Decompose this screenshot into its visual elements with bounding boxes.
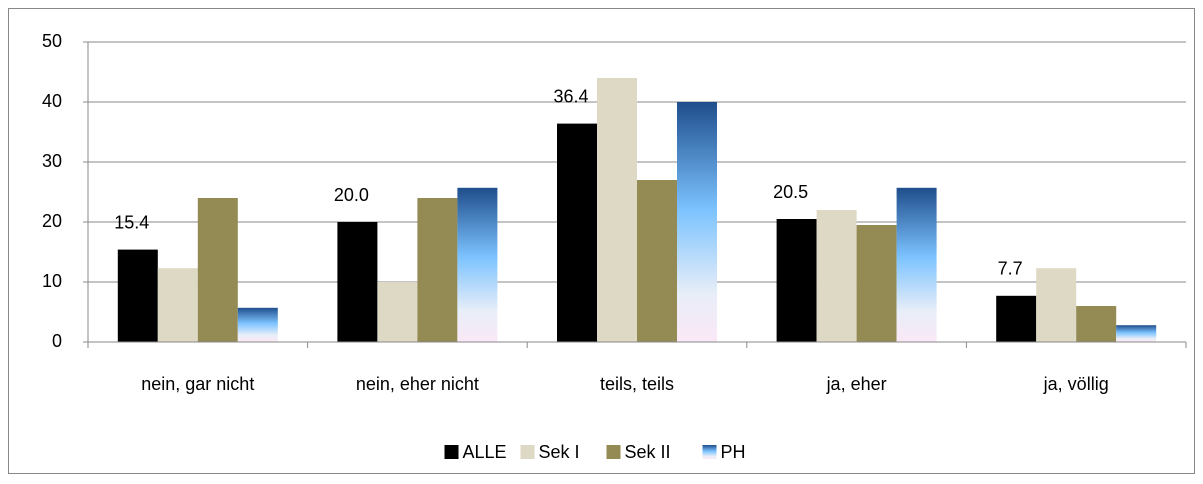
x-tick-label: nein, gar nicht <box>141 374 254 394</box>
bar <box>816 210 857 342</box>
data-label: 20.5 <box>773 182 808 202</box>
bar <box>896 187 937 342</box>
y-tick-label: 50 <box>42 31 62 51</box>
bar <box>457 187 498 342</box>
y-tick-label: 0 <box>52 331 62 351</box>
y-tick-label: 10 <box>42 271 62 291</box>
y-tick-label: 20 <box>42 211 62 231</box>
bar <box>1076 306 1117 342</box>
x-tick-label: nein, eher nicht <box>356 374 479 394</box>
y-tick-label: 30 <box>42 151 62 171</box>
data-label: 7.7 <box>998 259 1023 279</box>
x-tick-label: ja, eher <box>826 374 887 394</box>
bar <box>1036 268 1077 342</box>
legend-label: PH <box>721 442 746 462</box>
y-tick-label: 40 <box>42 91 62 111</box>
bar <box>377 282 418 342</box>
bar <box>417 198 458 342</box>
data-label: 15.4 <box>114 212 149 232</box>
bar <box>197 198 238 342</box>
bar <box>856 225 897 342</box>
bar <box>637 180 677 342</box>
bar <box>557 123 597 342</box>
bar <box>776 219 817 342</box>
data-label: 20.0 <box>334 185 369 205</box>
bar <box>1116 325 1157 342</box>
bar <box>157 268 198 342</box>
legend-swatch <box>520 445 535 459</box>
bar <box>597 78 637 342</box>
bar <box>677 102 717 342</box>
bar <box>237 307 278 342</box>
legend-swatch <box>444 445 459 459</box>
legend-swatch <box>702 445 717 459</box>
legend-label: Sek II <box>625 442 671 462</box>
bar <box>337 222 378 342</box>
legend-label: Sek I <box>539 442 580 462</box>
legend-swatch <box>606 445 621 459</box>
data-label: 36.4 <box>553 86 588 106</box>
x-tick-label: ja, völlig <box>1043 374 1109 394</box>
bar <box>117 249 158 342</box>
legend-label: ALLE <box>463 442 507 462</box>
x-tick-label: teils, teils <box>600 374 674 394</box>
bar <box>996 295 1037 342</box>
